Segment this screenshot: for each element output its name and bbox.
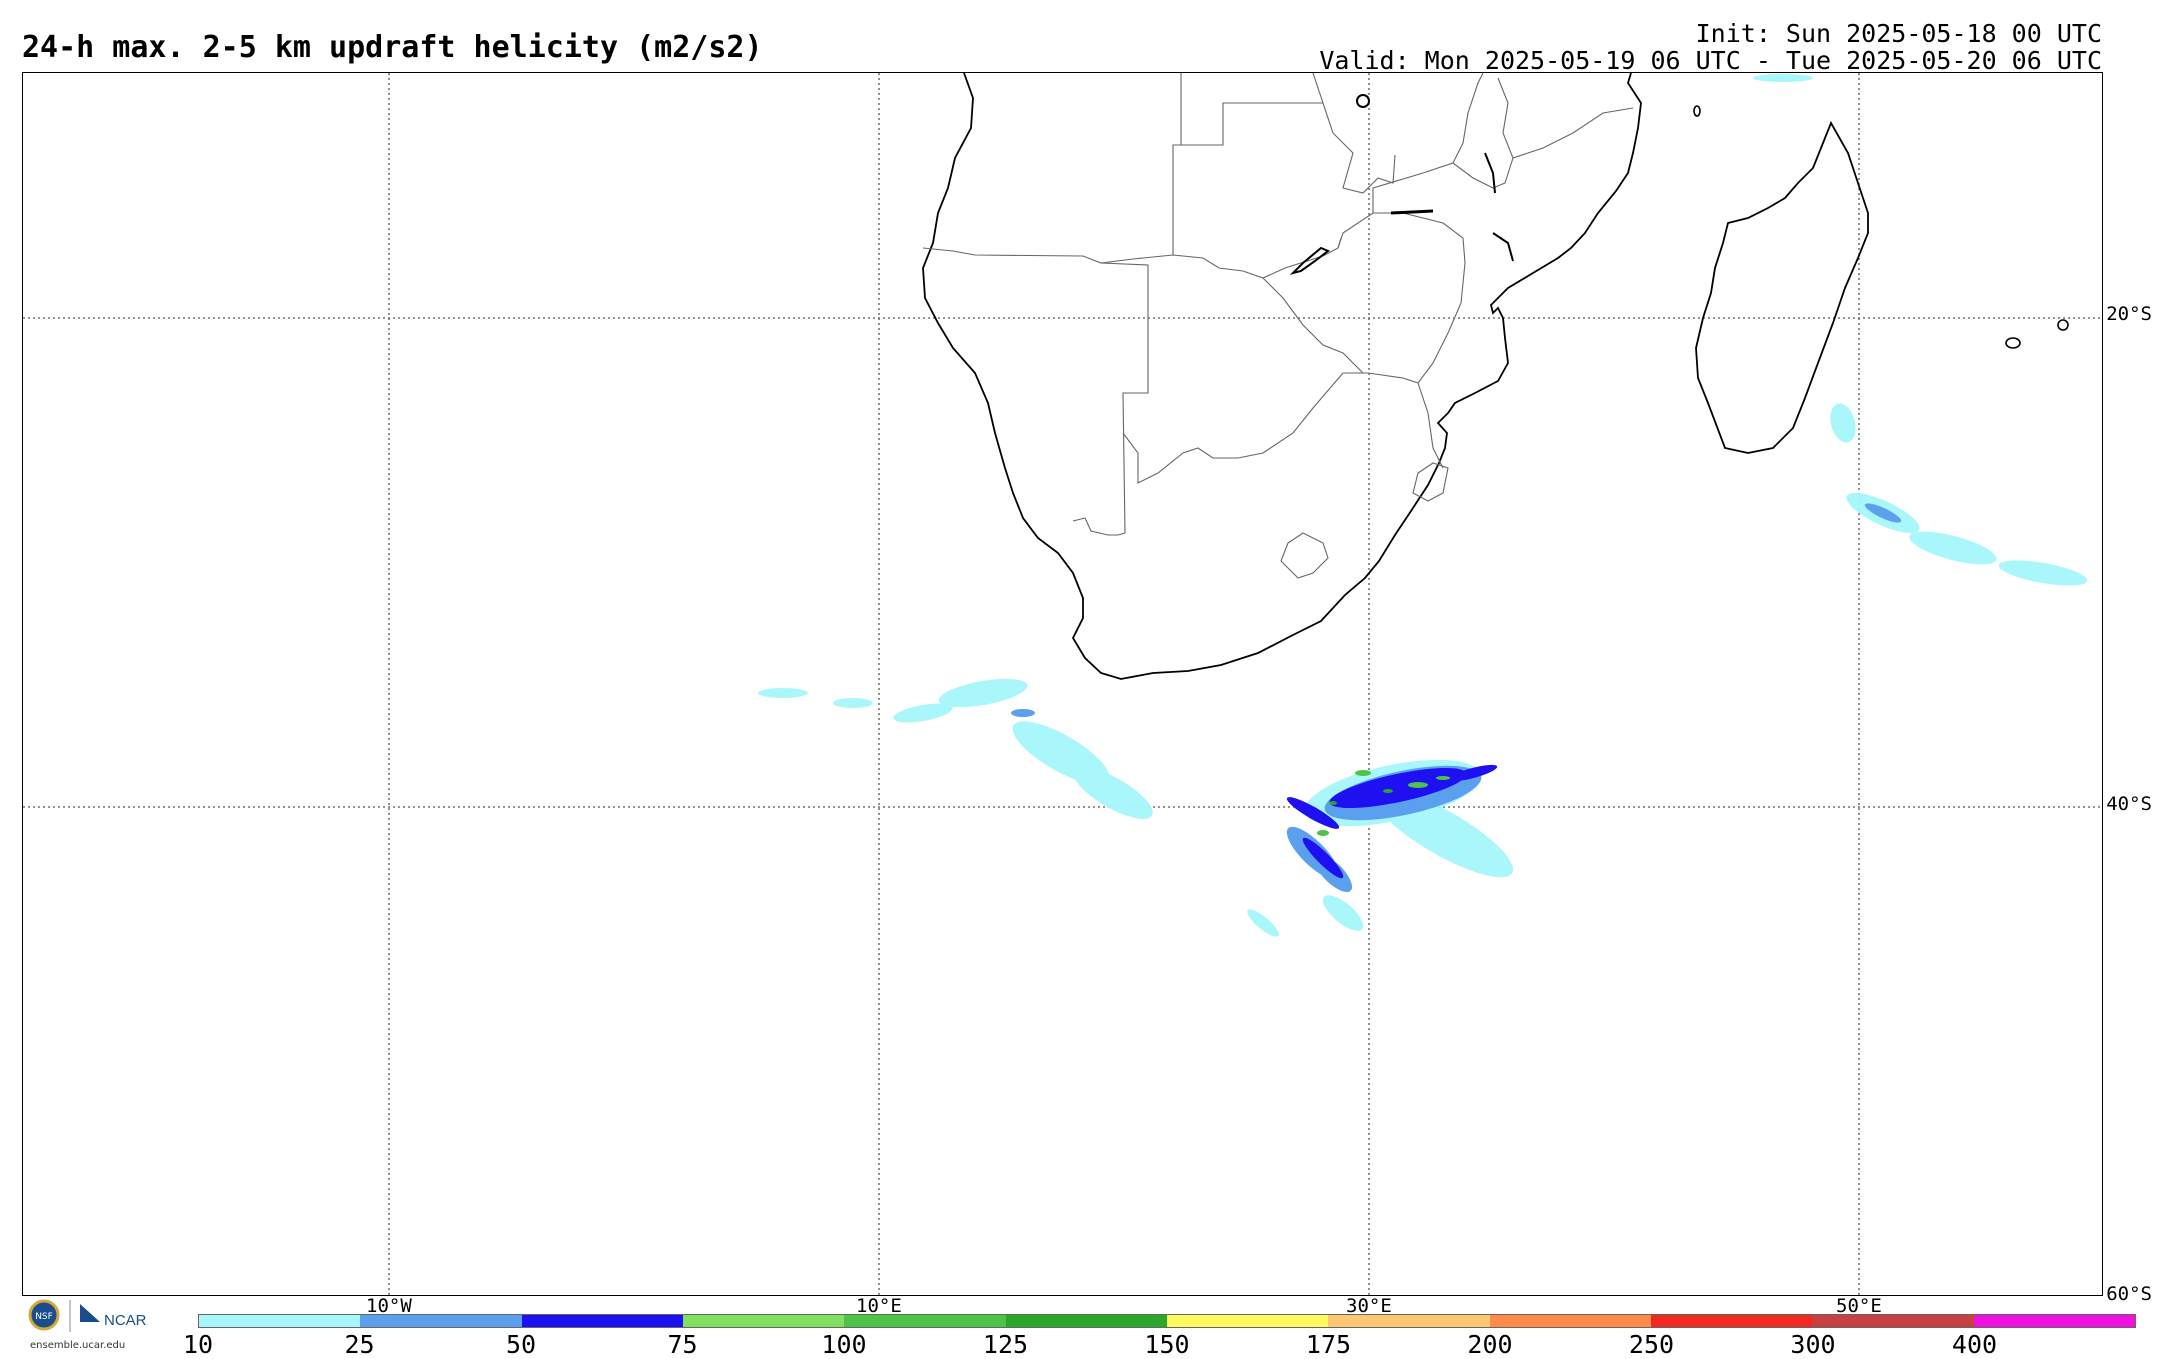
colorbar-tick-label: 150	[1144, 1330, 1190, 1359]
colorbar-segment	[1166, 1315, 1329, 1327]
colorbar-tick-label: 10	[182, 1330, 214, 1359]
africa-coastline	[922, 73, 1642, 680]
graticule	[23, 73, 2102, 1295]
ncar-logo: NCAR	[104, 1312, 147, 1329]
colorbar-tick-label: 300	[1790, 1330, 1836, 1359]
colorbar-segment	[682, 1315, 845, 1327]
madagascar-coastline	[1695, 120, 1869, 454]
colorbar-tick-label: 250	[1628, 1330, 1675, 1359]
colorbar-segment	[1812, 1315, 1974, 1327]
init-valid-info: Init: Sun 2025-05-18 00 UTC Valid: Mon 2…	[1319, 20, 2102, 74]
colorbar-tick-label: 400	[1951, 1330, 1998, 1359]
logo-site: ensemble.ucar.edu	[30, 1340, 126, 1351]
lon-label-30e: 30°E	[1346, 1295, 1392, 1317]
init-time: Init: Sun 2025-05-18 00 UTC	[1695, 19, 2102, 48]
colorbar-tick-label: 75	[667, 1330, 698, 1359]
nsf-logo-icon: NSF	[28, 1299, 100, 1332]
colorbar	[198, 1314, 2136, 1328]
valid-time: Valid: Mon 2025-05-19 06 UTC - Tue 2025-…	[1319, 46, 2102, 75]
lon-label-10w: 10°W	[366, 1295, 412, 1317]
colorbar-segment	[360, 1315, 522, 1327]
map-panel[interactable]	[22, 72, 2103, 1296]
colorbar-tick-label: 50	[505, 1330, 537, 1359]
lon-label-50e: 50°E	[1836, 1295, 1882, 1317]
lat-label-20s: 20°S	[2106, 303, 2152, 325]
map-title: 24-h max. 2-5 km updraft helicity (m2/s2…	[22, 30, 763, 65]
colorbar-segment	[1005, 1315, 1167, 1327]
colorbar-tick-label: 25	[344, 1330, 375, 1359]
colorbar-segment	[1973, 1315, 2135, 1327]
country-borders	[922, 73, 1634, 579]
colorbar-tick-label: 175	[1305, 1330, 1352, 1359]
colorbar-tick-label: 125	[982, 1330, 1029, 1359]
colorbar-segment	[1328, 1315, 1490, 1327]
colorbar-segment	[521, 1315, 683, 1327]
colorbar-tick-label: 200	[1467, 1330, 1513, 1359]
colorbar-segment	[199, 1315, 361, 1327]
lat-label-40s: 40°S	[2106, 793, 2152, 815]
lat-label-60s: 60°S	[2106, 1283, 2152, 1305]
colorbar-segment	[844, 1315, 1006, 1327]
colorbar-segment	[1650, 1315, 1813, 1327]
helicity-field	[758, 74, 2088, 937]
colorbar-tick-label: 100	[821, 1330, 867, 1359]
colorbar-segment	[1489, 1315, 1651, 1327]
lon-label-10e: 10°E	[856, 1295, 902, 1317]
svg-text:NSF: NSF	[35, 1312, 53, 1322]
map-canvas	[23, 73, 2102, 1295]
